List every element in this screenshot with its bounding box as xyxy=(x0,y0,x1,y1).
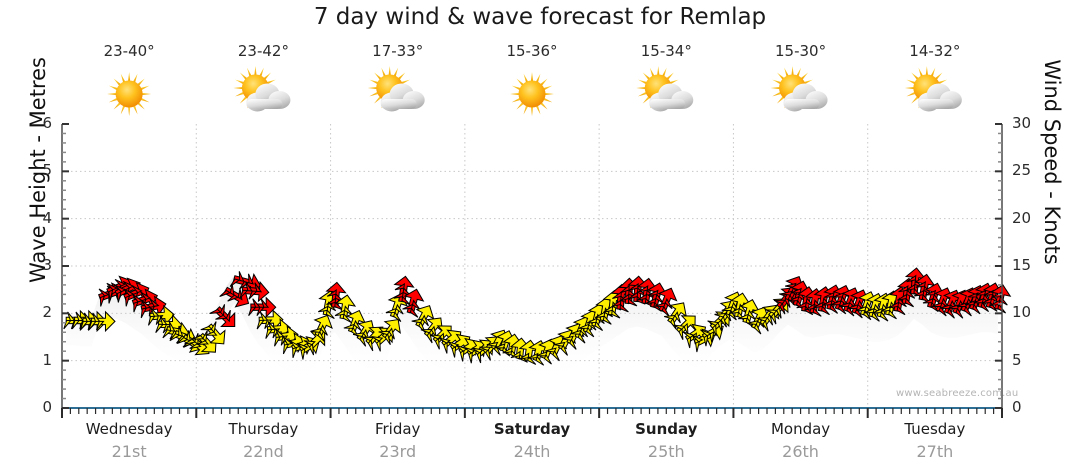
wind-arrow xyxy=(989,284,1012,314)
weather-icons xyxy=(107,66,962,116)
sunny-icon-saturday xyxy=(510,72,554,116)
y-axis-tick-0: 0 xyxy=(42,398,52,416)
cloud-shape xyxy=(380,83,425,112)
wind-arrow xyxy=(664,302,687,330)
wind-arrow xyxy=(88,310,116,333)
partly-cloudy-icon-tuesday xyxy=(904,66,962,112)
partly-cloudy-icon-monday xyxy=(770,66,828,112)
daily-summary-strip: 23-40° 23-42° 17-33° 15-36° 15-34° 15-30° 14-3… xyxy=(0,0,1080,120)
day-label-sunday: Sunday xyxy=(635,420,698,438)
wind-arrow xyxy=(654,287,678,317)
y2-axis-tick-10: 10 xyxy=(1012,303,1032,322)
partly-cloudy-icon-sunday xyxy=(636,66,694,112)
wind-arrow xyxy=(645,282,668,312)
day-date-23rd: 23rd xyxy=(379,442,417,461)
wind-arrow xyxy=(248,296,277,318)
y-axis-tick-2: 2 xyxy=(42,303,52,322)
wind-arrow xyxy=(378,318,401,345)
day-label-tuesday: Tuesday xyxy=(904,420,966,438)
page-title: 7 day wind & wave forecast for Remlap xyxy=(313,4,767,30)
temperature-range-wednesday: 23-40° xyxy=(103,42,155,60)
temperature-range-friday: 17-33° xyxy=(372,42,424,60)
wind-arrow xyxy=(200,321,226,345)
y2-axis-tick-15: 15 xyxy=(1012,256,1032,274)
day-date-27th: 27th xyxy=(916,442,954,461)
y-axis-tick-6: 6 xyxy=(42,114,52,132)
partly-cloudy-icon-friday xyxy=(367,66,425,112)
cloud-shape xyxy=(246,83,291,112)
y-axis-tick-3: 3 xyxy=(42,256,52,274)
wind-arrow xyxy=(673,315,696,340)
wind-arrow xyxy=(411,305,435,333)
day-date-21st: 21st xyxy=(111,442,147,461)
temperature-range-monday: 15-30° xyxy=(775,42,827,60)
wind-arrow-series xyxy=(63,267,1012,366)
day-label-thursday: Thursday xyxy=(228,420,299,438)
chart-shadow-band xyxy=(66,275,998,386)
wind-arrow xyxy=(420,317,444,344)
day-label-saturday: Saturday xyxy=(493,420,571,438)
y-axis-tick-4: 4 xyxy=(42,208,52,227)
cloud-shape xyxy=(649,83,694,112)
wind-arrow xyxy=(429,325,452,350)
wind-arrow xyxy=(334,294,357,323)
temperature-range-thursday: 23-42° xyxy=(237,42,289,60)
y2-axis-tick-30: 30 xyxy=(1012,114,1032,132)
temperature-range-saturday: 15-36° xyxy=(506,42,558,60)
y2-axis-tick-0: 0 xyxy=(1012,398,1022,416)
wind-arrow xyxy=(385,293,409,322)
day-label-friday: Friday xyxy=(374,420,421,438)
chart-axes xyxy=(61,123,1003,418)
wind-arrow xyxy=(239,280,270,303)
cloud-shape xyxy=(783,83,828,112)
wind-arrow xyxy=(402,288,425,318)
day-date-25th: 25th xyxy=(647,442,685,461)
y2-axis-tick-20: 20 xyxy=(1012,208,1032,227)
day-date-26th: 26th xyxy=(782,442,819,461)
day-date-22nd: 22nd xyxy=(243,442,284,461)
day-date-24th: 24th xyxy=(513,442,551,461)
wind-arrow xyxy=(310,314,333,342)
temperature-range-tuesday: 14-32° xyxy=(909,42,961,60)
wind-arrow xyxy=(256,309,284,331)
cloud-shape xyxy=(917,83,962,112)
y-axis-tick-5: 5 xyxy=(42,161,52,180)
watermark: www.seabreeze.com.au xyxy=(896,388,1019,399)
wind-arrow xyxy=(192,330,217,353)
sunny-icon-wednesday xyxy=(107,72,152,116)
partly-cloudy-icon-thursday xyxy=(233,66,291,112)
day-label-monday: Monday xyxy=(770,420,831,438)
day-label-wednesday: Wednesday xyxy=(85,420,173,438)
y-axis-tick-1: 1 xyxy=(42,350,52,369)
wind-arrow xyxy=(209,304,236,328)
y2-axis-tick-5: 5 xyxy=(1012,350,1022,369)
y2-axis-tick-25: 25 xyxy=(1012,161,1032,180)
wind-arrow xyxy=(131,288,158,313)
temperature-range-sunday: 15-34° xyxy=(640,42,692,60)
